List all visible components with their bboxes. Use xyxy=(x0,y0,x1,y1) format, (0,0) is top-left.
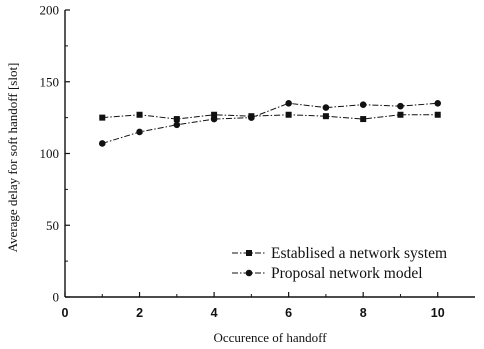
data-point xyxy=(173,116,180,123)
data-point xyxy=(210,115,218,123)
data-point xyxy=(285,111,292,118)
x-tick-label: 2 xyxy=(136,306,143,320)
data-point xyxy=(434,99,442,107)
x-tick-label: 0 xyxy=(62,306,69,320)
y-tick-label: 50 xyxy=(46,218,59,233)
x-tick-label: 6 xyxy=(285,306,292,320)
series-line xyxy=(102,114,438,120)
data-point xyxy=(248,114,255,121)
data-point xyxy=(322,113,329,120)
data-point xyxy=(285,99,292,107)
data-point xyxy=(99,114,106,121)
data-point xyxy=(359,101,367,109)
series-line xyxy=(102,102,438,144)
y-axis-label: Average delay for soft handoff [slot] xyxy=(5,63,20,253)
data-point xyxy=(136,128,143,136)
y-tick-label: 0 xyxy=(53,290,60,305)
data-point xyxy=(397,111,404,118)
data-point xyxy=(322,104,330,111)
series-layer xyxy=(98,99,442,147)
legend-marker xyxy=(245,269,253,277)
data-point xyxy=(211,111,218,118)
data-point xyxy=(397,102,404,110)
y-tick-label: 150 xyxy=(40,74,60,89)
series-2 xyxy=(98,99,442,147)
x-tick-label: 4 xyxy=(211,306,218,320)
data-point xyxy=(173,121,181,129)
legend-item: Proposal network model xyxy=(232,265,423,282)
legend-marker xyxy=(246,250,252,256)
data-point xyxy=(98,140,106,147)
legend-label: Proposal network model xyxy=(271,265,423,282)
x-tick-label: 8 xyxy=(360,306,367,320)
data-point xyxy=(136,111,143,118)
x-tick-label: 10 xyxy=(431,306,445,320)
y-tick-label: 100 xyxy=(40,146,60,161)
data-point xyxy=(434,111,441,118)
legend-item: Establised a network system xyxy=(232,245,447,262)
series-1 xyxy=(99,111,441,123)
data-point xyxy=(360,116,367,123)
y-tick-label: 200 xyxy=(40,3,60,18)
x-axis-label: Occurence of handoff xyxy=(213,330,327,345)
legend: Establised a network system Proposal netw… xyxy=(232,245,447,282)
legend-label: Establised a network system xyxy=(271,245,447,262)
